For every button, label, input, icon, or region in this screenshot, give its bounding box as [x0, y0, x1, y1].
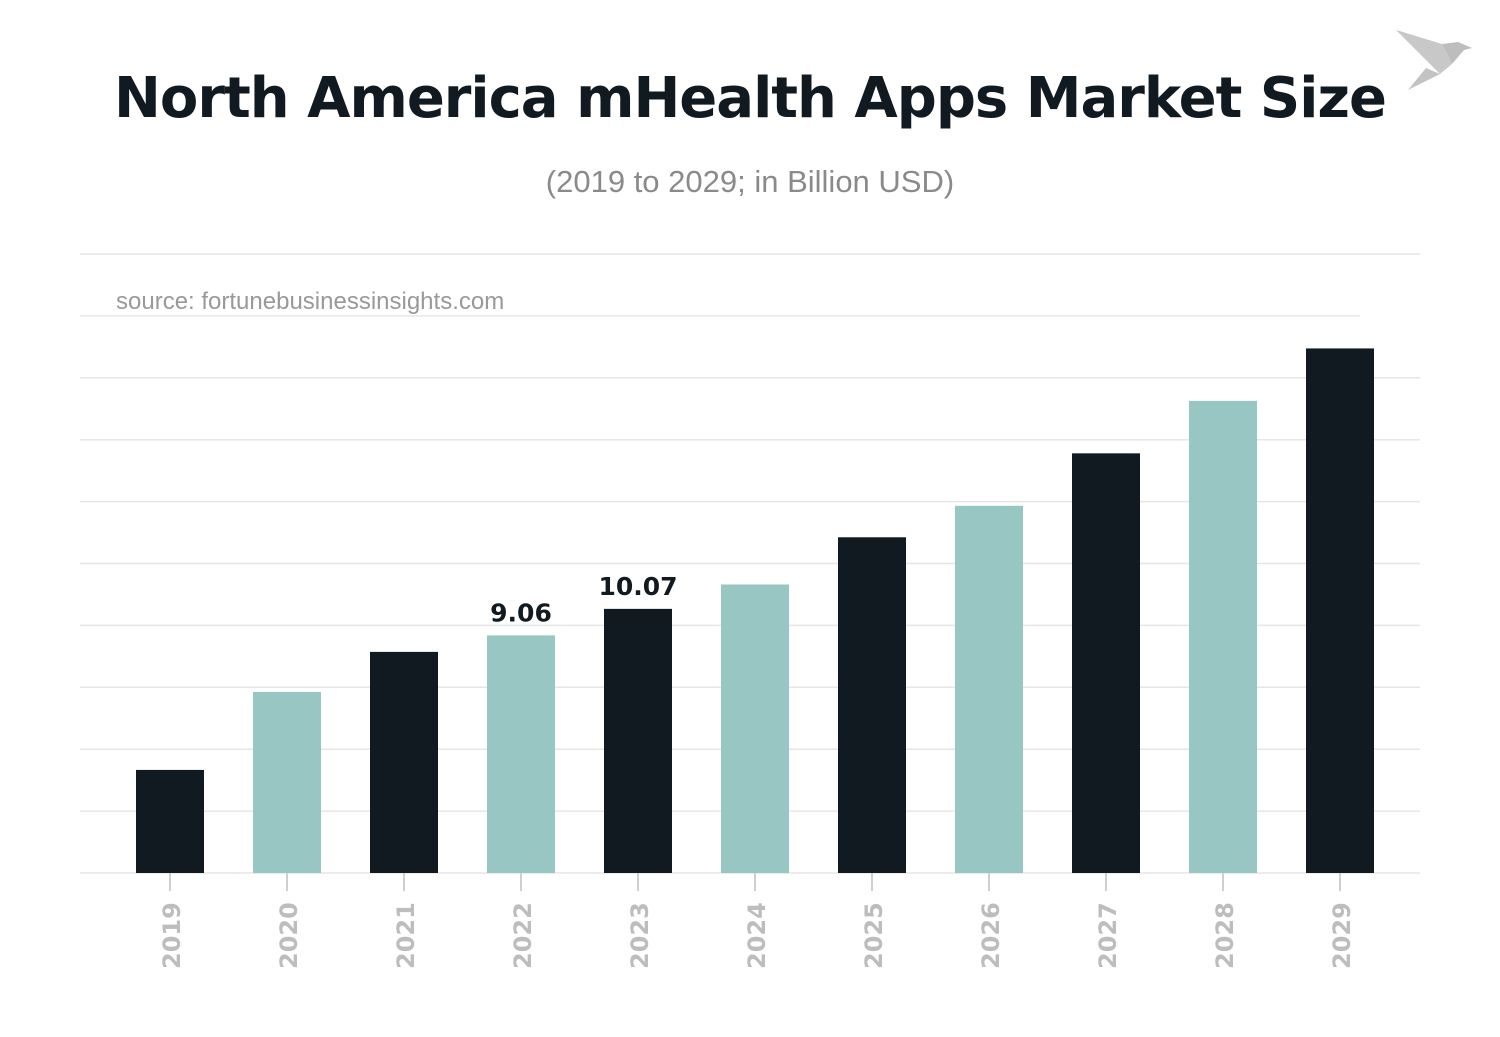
bar-2026 [955, 505, 1023, 873]
x-tick-label: 2025 [860, 902, 888, 969]
bar-2022 [487, 635, 555, 873]
origami-bird-icon [1396, 30, 1472, 90]
x-tick-label: 2021 [392, 902, 420, 969]
data-label: 9.06 [490, 598, 552, 627]
bar-2024 [721, 584, 789, 873]
source-note: source: fortunebusinessinsights.com [116, 288, 505, 315]
bar-2019 [136, 769, 204, 873]
bar-2027 [1072, 453, 1140, 873]
bar-2021 [370, 651, 438, 873]
bar-2020 [253, 692, 321, 873]
x-tick-label: 2026 [977, 902, 1005, 969]
data-label: 10.07 [598, 572, 677, 601]
x-tick-label: 2029 [1328, 902, 1356, 969]
chart-subtitle: (2019 to 2029; in Billion USD) [545, 164, 955, 199]
x-tick-label: 2028 [1211, 902, 1239, 969]
bar-2023 [604, 608, 672, 873]
chart-title: North America mHealth Apps Market Size [114, 66, 1387, 131]
x-tick-label: 2027 [1094, 902, 1122, 969]
x-tick-label: 2023 [626, 902, 654, 969]
bar-2028 [1189, 400, 1257, 873]
x-tick-label: 2022 [509, 902, 537, 969]
x-tick-label: 2019 [158, 902, 186, 969]
x-tick-label: 2020 [275, 902, 303, 969]
x-tick-label: 2024 [743, 902, 771, 969]
bar-2029 [1306, 348, 1374, 874]
bar-2025 [838, 537, 906, 873]
